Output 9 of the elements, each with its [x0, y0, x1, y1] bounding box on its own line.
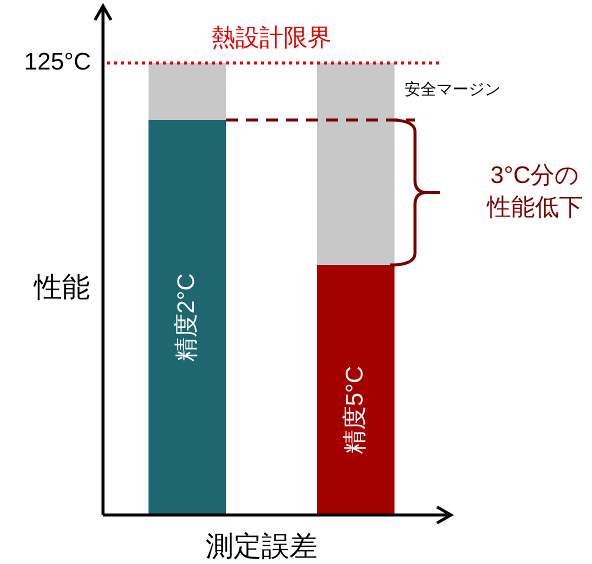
text: 125°C [24, 48, 91, 76]
text: 3°C分の [490, 162, 580, 190]
series-label: 安全マージン [404, 80, 501, 98]
x-axis-title: 測定誤差 [206, 530, 318, 562]
text: 性能低下 [486, 194, 583, 222]
x-tick-label: 精度2°C [172, 273, 200, 362]
y-axis-title: 性能 [33, 272, 90, 303]
x-tick-label: 精度5°C [341, 366, 368, 454]
ref-line-label: 熱設計限界 [212, 24, 332, 52]
